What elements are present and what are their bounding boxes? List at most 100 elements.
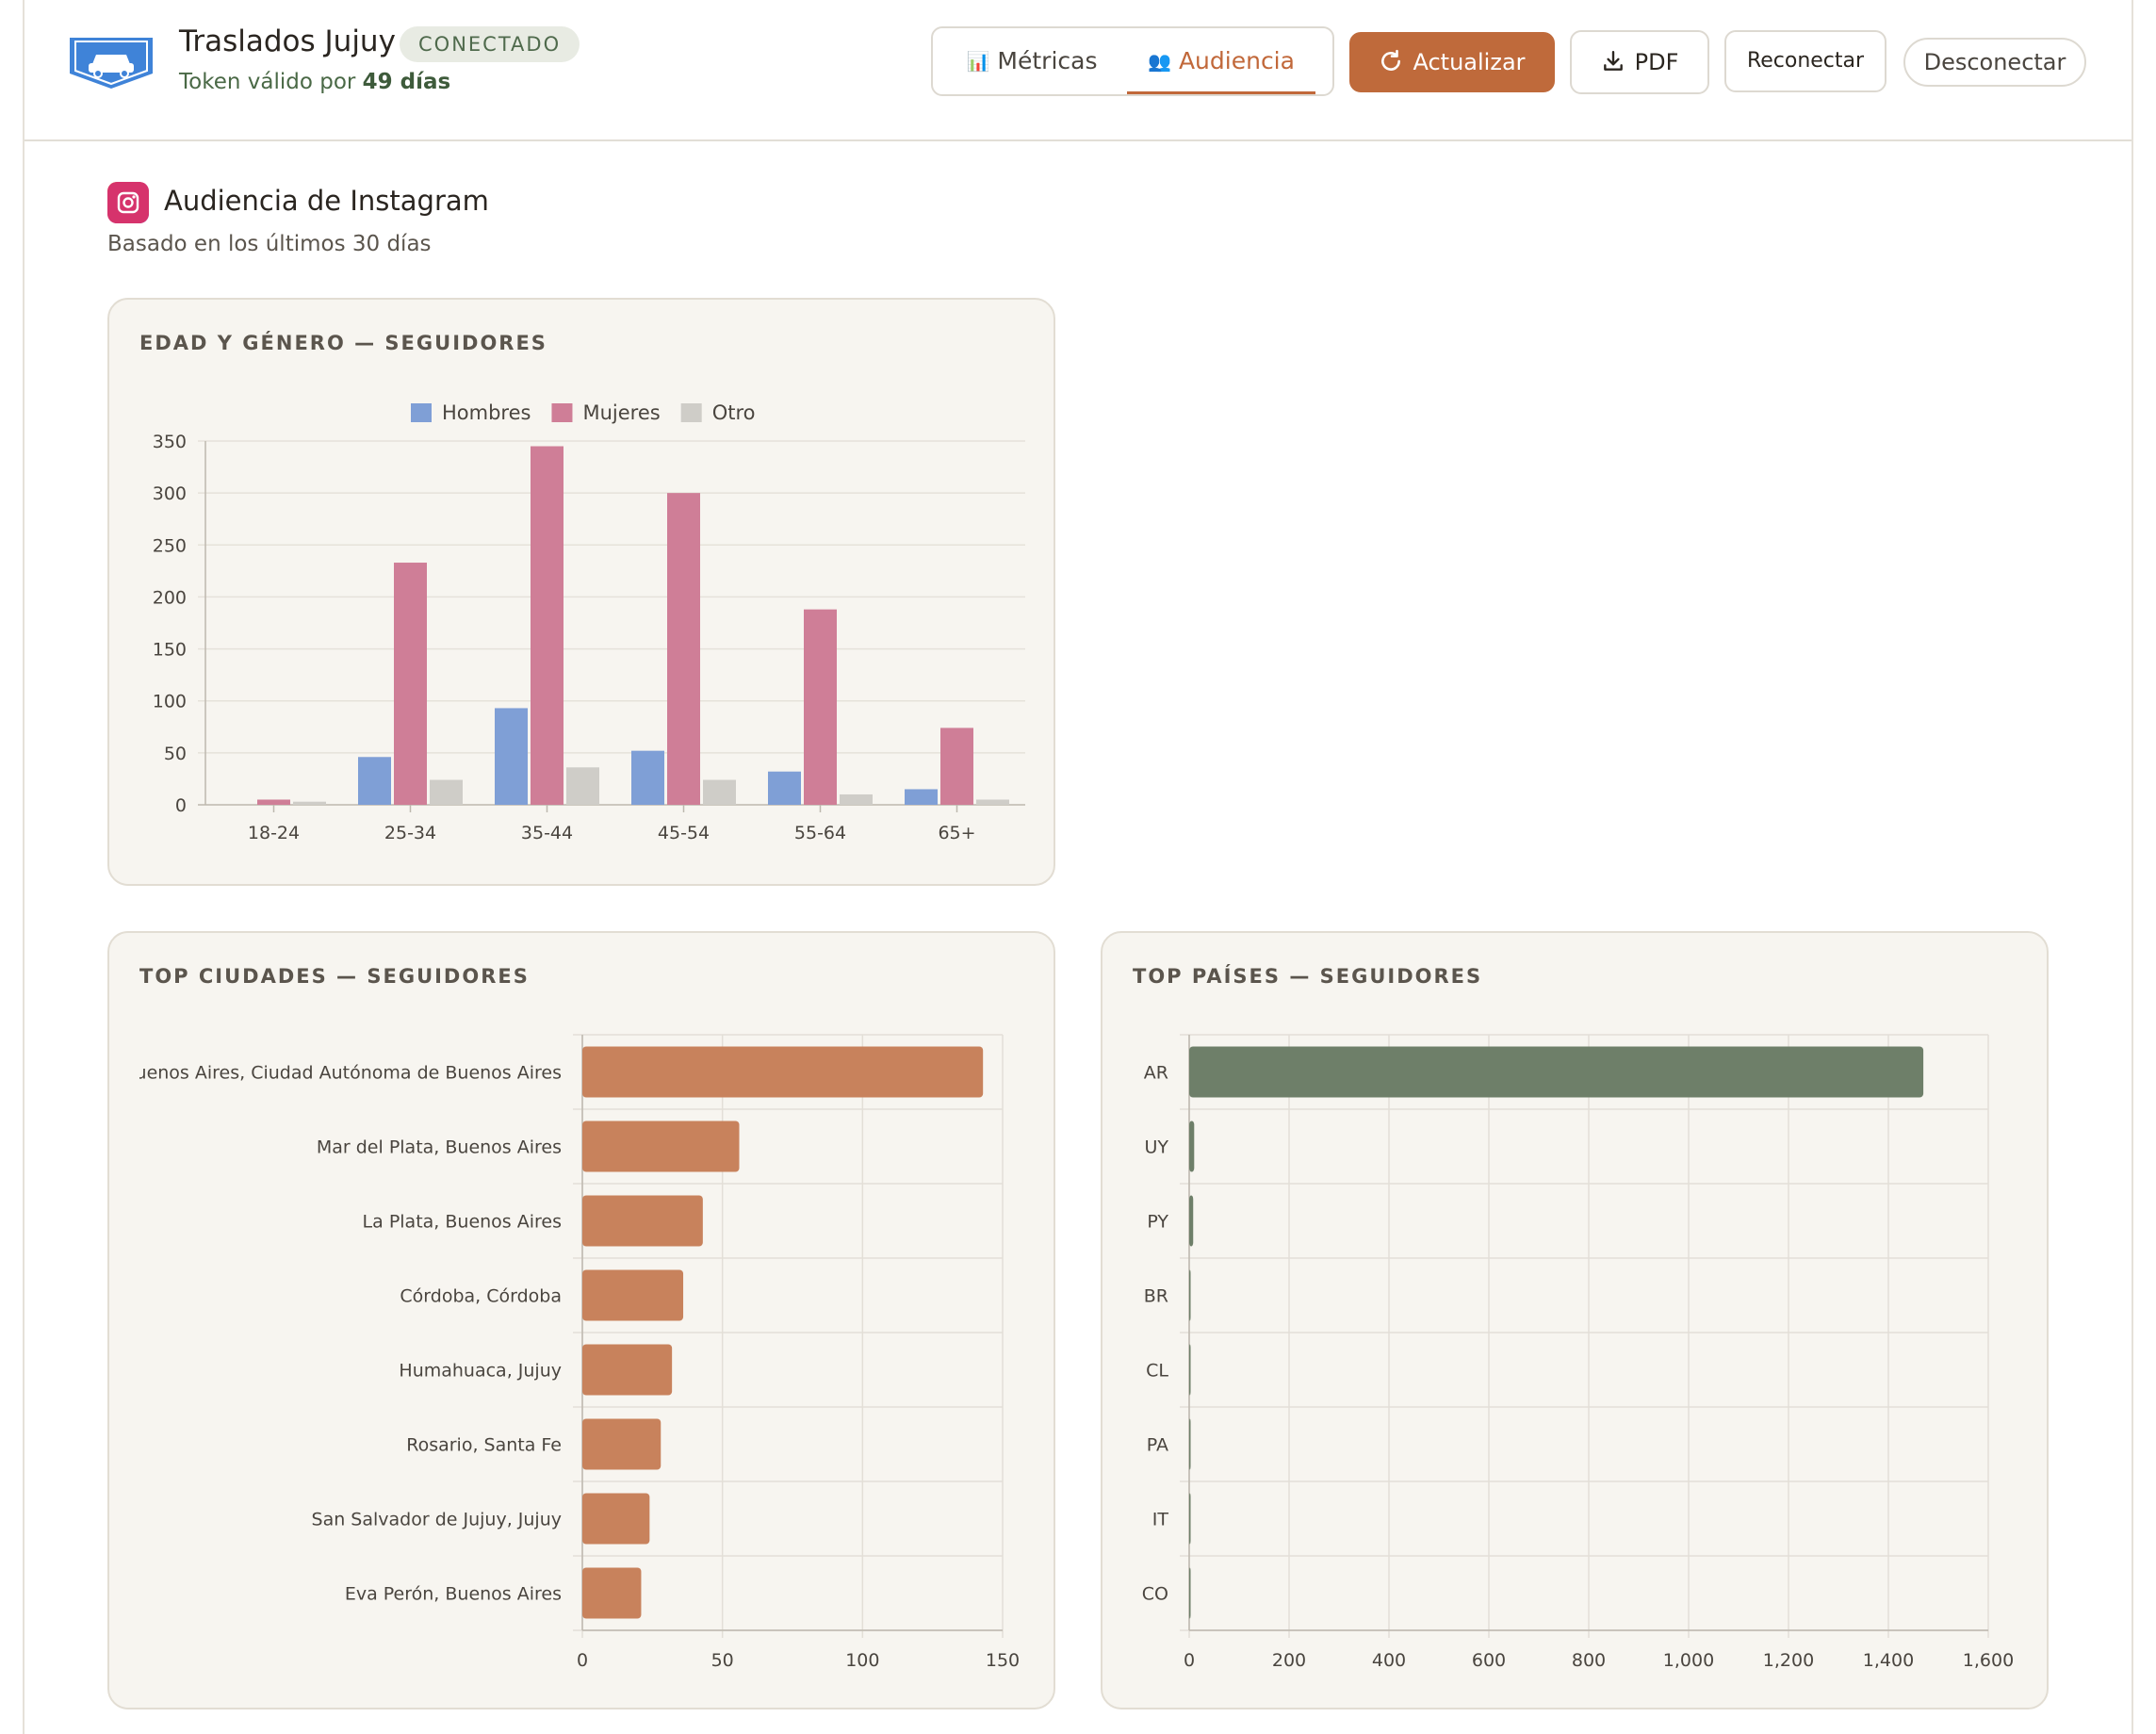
category-label: CO: [1142, 1584, 1168, 1605]
tab-metricas[interactable]: 📊 Métricas: [952, 28, 1112, 94]
legend-label-hombres: Hombres: [442, 401, 531, 424]
category-label: Eva Perón, Buenos Aires: [345, 1584, 562, 1605]
refresh-icon: [1381, 49, 1401, 71]
x-tick-label: 65+: [938, 823, 975, 843]
countries-title: TOP PAÍSES — SEGUIDORES: [1133, 965, 1483, 988]
category-label: Humahuaca, Jujuy: [399, 1361, 562, 1382]
category-label: San Salvador de Jujuy, Jujuy: [312, 1510, 562, 1530]
bar-buenos-aires-ciudad-autonoma-de-buenos-aires: [582, 1046, 984, 1098]
bar-cordoba-cordoba: [582, 1269, 684, 1321]
bar-otro-55-64: [840, 793, 873, 805]
countries-chart: 0 200 400 600 800 1,000 1,200 1,400 1,600 AR UY PY B…: [1142, 1034, 2014, 1671]
bar-la-plata-buenos-aires: [582, 1195, 703, 1247]
category-label: Buenos Aires, Ciudad Autónoma de Buenos …: [123, 1063, 563, 1084]
bar-py: [1189, 1195, 1194, 1247]
category-label: BR: [1144, 1286, 1168, 1307]
brand-title: Traslados Jujuy: [179, 25, 396, 58]
bar-eva-peron-buenos-aires: [582, 1567, 642, 1619]
y-tick-label: 300: [153, 483, 187, 504]
bar-mujeres-65: [940, 728, 973, 805]
category-label: CL: [1146, 1361, 1168, 1382]
reconnect-button[interactable]: Reconectar: [1724, 30, 1886, 92]
bar-san-salvador-de-jujuy-jujuy: [582, 1493, 650, 1545]
y-tick-label: 100: [153, 692, 187, 712]
cities-title: TOP CIUDADES — SEGUIDORES: [139, 965, 530, 988]
category-label: AR: [1144, 1063, 1168, 1084]
download-icon: [1603, 51, 1623, 71]
category-label: La Plata, Buenos Aires: [363, 1212, 562, 1233]
x-tick-label: 200: [1272, 1650, 1306, 1671]
x-tick-label: 35-44: [521, 823, 573, 843]
age-gender-title: EDAD Y GÉNERO — SEGUIDORES: [139, 332, 547, 354]
category-label: IT: [1152, 1510, 1169, 1530]
pdf-label: PDF: [1634, 49, 1679, 75]
category-label: Rosario, Santa Fe: [406, 1435, 562, 1456]
age-gender-card: EDAD Y GÉNERO — SEGUIDORES 0 50 100 150 200 2…: [107, 298, 1055, 886]
disconnect-button[interactable]: Desconectar: [1903, 38, 2086, 87]
bar-otro-35-44: [566, 767, 599, 805]
cities-card: TOP CIUDADES — SEGUIDORES 0 50 100 150 Bueno…: [107, 931, 1055, 1709]
x-tick-label: 0: [577, 1650, 588, 1671]
y-tick-label: 250: [153, 535, 187, 556]
bar-mujeres-55-64: [804, 609, 837, 805]
people-icon: 👥: [1148, 50, 1171, 73]
pdf-button[interactable]: PDF: [1570, 30, 1709, 94]
section-subtitle: Basado en los últimos 30 días: [107, 232, 432, 256]
y-tick-label: 50: [164, 744, 187, 764]
category-label: PY: [1147, 1212, 1168, 1233]
bar-cl: [1189, 1344, 1191, 1396]
x-tick-label: 18-24: [248, 823, 300, 843]
bar-otro-18-24: [293, 801, 326, 805]
instagram-icon: [107, 182, 149, 223]
x-tick-label: 800: [1572, 1650, 1606, 1671]
update-label: Actualizar: [1413, 49, 1526, 75]
legend-swatch-hombres: [411, 403, 432, 422]
bar-otro-25-34: [430, 779, 463, 805]
x-tick-label: 25-34: [384, 823, 436, 843]
x-tick-label: 600: [1472, 1650, 1506, 1671]
tab-audiencia-label: Audiencia: [1178, 47, 1295, 74]
bar-otro-45-54: [703, 779, 736, 805]
bar-humahuaca-jujuy: [582, 1344, 673, 1396]
category-label: Córdoba, Córdoba: [400, 1286, 562, 1307]
legend-label-otro: Otro: [712, 401, 756, 424]
category-label: UY: [1144, 1137, 1168, 1158]
x-tick-label: 100: [845, 1650, 879, 1671]
x-tick-label: 50: [711, 1650, 734, 1671]
x-tick-label: 45-54: [658, 823, 710, 843]
bar-hombres-25-34: [358, 757, 391, 805]
cities-chart: 0 50 100 150 Buenos Aires, Ciudad Autónoma d…: [123, 1034, 1020, 1671]
bar-mujeres-18-24: [257, 799, 290, 805]
bar-otro-65: [976, 799, 1009, 805]
bar-rosario-santa-fe: [582, 1418, 662, 1470]
y-tick-label: 200: [153, 587, 187, 608]
x-tick-label: 1,000: [1663, 1650, 1714, 1671]
legend-swatch-mujeres: [551, 403, 573, 422]
countries-card: TOP PAÍSES — SEGUIDORES 0 200 400 600 800 1,0…: [1101, 931, 2049, 1709]
view-tabs: 📊 Métricas 👥 Audiencia: [931, 26, 1334, 96]
token-status: Token válido por 49 días: [179, 70, 450, 94]
bar-ar: [1189, 1046, 1924, 1098]
bar-mujeres-35-44: [531, 446, 564, 805]
bar-mar-del-plata-buenos-aires: [582, 1121, 740, 1172]
update-button[interactable]: Actualizar: [1349, 32, 1555, 92]
y-tick-label: 350: [153, 432, 187, 452]
x-tick-label: 1,200: [1763, 1650, 1814, 1671]
bar-hombres-35-44: [495, 708, 528, 805]
token-days: 49 días: [362, 70, 451, 94]
x-tick-label: 400: [1372, 1650, 1406, 1671]
x-tick-label: 1,400: [1863, 1650, 1914, 1671]
bar-co: [1189, 1567, 1191, 1619]
section-title: Audiencia de Instagram: [164, 185, 489, 217]
bar-hombres-55-64: [768, 771, 801, 805]
x-tick-label: 0: [1184, 1650, 1195, 1671]
tab-audiencia[interactable]: 👥 Audiencia: [1127, 28, 1315, 94]
legend-label-mujeres: Mujeres: [582, 401, 660, 424]
y-tick-label: 0: [175, 795, 187, 816]
bar-br: [1189, 1269, 1191, 1321]
x-tick-label: 55-64: [794, 823, 846, 843]
bar-mujeres-45-54: [667, 493, 700, 805]
legend-swatch-otro: [680, 403, 702, 422]
age-gender-chart: 0 50 100 150 200 250 300 350 18-24 25-34 35-44 45-5…: [153, 401, 1025, 843]
bar-chart-icon: 📊: [966, 50, 990, 73]
